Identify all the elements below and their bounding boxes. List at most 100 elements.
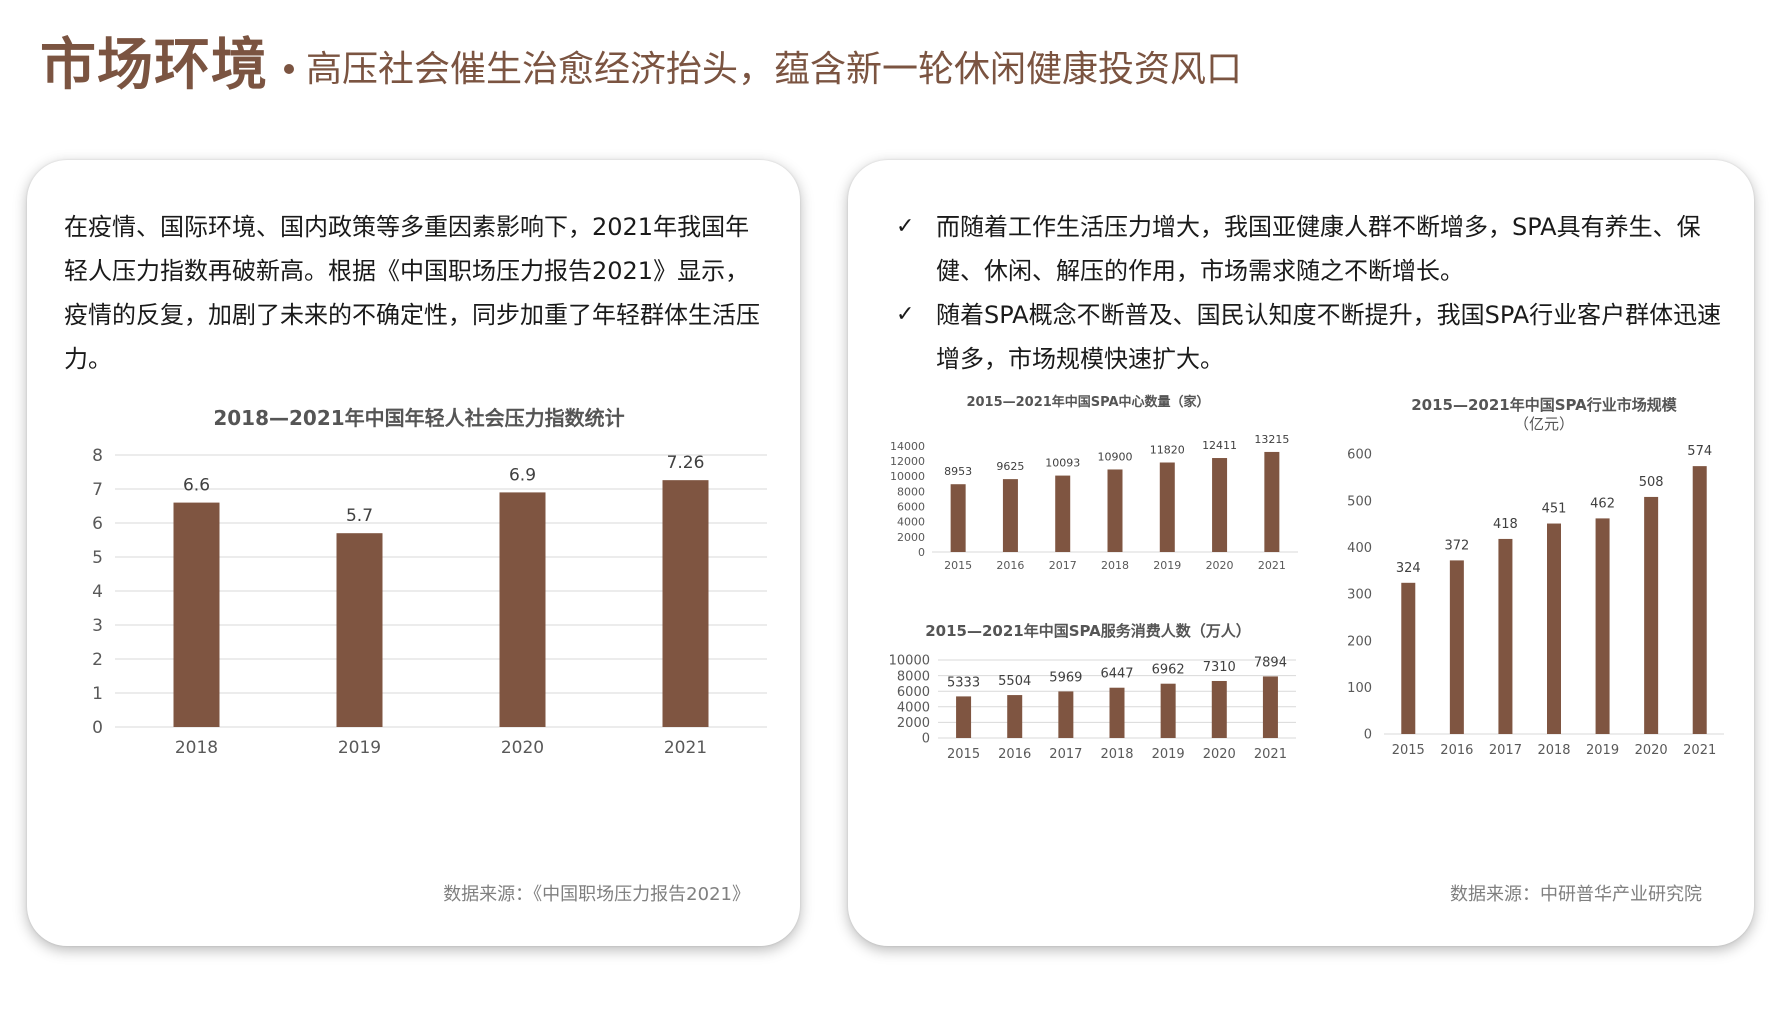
x-tick-label: 2018 [175, 738, 218, 758]
x-tick-label: 2017 [1049, 559, 1077, 572]
x-tick-label: 2019 [1152, 747, 1185, 762]
check-icon: ✓ [896, 302, 915, 327]
y-tick-label: 8000 [897, 669, 930, 684]
spa-centers-chart: 2015—2021年中国SPA中心数量（家） 0 2000 4000 6000 8000 1… [890, 394, 1298, 572]
data-label: 5504 [998, 674, 1031, 689]
right-bullet-list: ✓ 而随着工作生活压力增大，我国亚健康人群不断增多，SPA具有养生、保健、休闲、… [896, 205, 1726, 381]
bar [1212, 458, 1228, 552]
y-tick-label: 1 [92, 684, 103, 704]
x-tick-label: 2018 [1101, 559, 1129, 572]
data-label: 8953 [944, 465, 972, 478]
bar [1692, 466, 1707, 734]
bar [1002, 479, 1018, 552]
data-label: 9625 [996, 460, 1024, 473]
bar [1109, 687, 1125, 738]
x-tick-label: 2015 [947, 747, 980, 762]
x-tick-label: 2018 [1100, 747, 1133, 762]
chart-subtitle: （亿元） [1514, 415, 1574, 433]
y-tick-label: 10000 [890, 470, 925, 483]
page-subtitle: 高压社会催生治愈经济抬头，蕴含新一轮休闲健康投资风口 [306, 49, 1243, 90]
y-tick-label: 10000 [889, 654, 930, 669]
data-label: 13215 [1254, 433, 1289, 446]
data-label: 6962 [1152, 663, 1185, 678]
data-label: 10093 [1045, 457, 1080, 470]
bar [173, 502, 220, 727]
bar [1498, 538, 1513, 734]
y-tick-label: 2 [92, 650, 103, 670]
data-label: 7310 [1203, 660, 1236, 675]
y-tick-label: 6000 [897, 685, 930, 700]
bar [1595, 518, 1610, 734]
left-panel: 在疫情、国际环境、国内政策等多重因素影响下，2021年我国年轻人压力指数再破新高… [27, 160, 800, 946]
x-tick-label: 2015 [944, 559, 972, 572]
data-label: 5.7 [346, 506, 373, 526]
y-tick-label: 0 [92, 718, 103, 738]
chart-title: 2015—2021年中国SPA行业市场规模 [1411, 396, 1678, 414]
y-tick-label: 14000 [890, 440, 925, 453]
x-tick-label: 2016 [1440, 743, 1473, 758]
bar [1449, 560, 1464, 734]
x-tick-label: 2020 [1203, 747, 1236, 762]
y-tick-label: 4000 [897, 516, 925, 529]
x-tick-label: 2019 [338, 738, 381, 758]
bar [499, 492, 546, 727]
bar [1007, 695, 1023, 738]
data-label: 418 [1493, 517, 1518, 532]
data-label: 12411 [1202, 439, 1237, 452]
y-tick-label: 300 [1347, 588, 1372, 603]
chart-title: 2015—2021年中国SPA服务消费人数（万人） [925, 622, 1251, 640]
bar [1159, 462, 1175, 552]
data-label: 7.26 [667, 453, 705, 473]
y-tick-label: 200 [1347, 634, 1372, 649]
y-tick-label: 7 [92, 480, 103, 500]
chart-title: 2015—2021年中国SPA中心数量（家） [966, 394, 1209, 410]
y-tick-label: 0 [1364, 728, 1372, 743]
data-label: 11820 [1150, 444, 1185, 457]
bar [1160, 683, 1176, 738]
y-tick-label: 6000 [897, 501, 925, 514]
bar [1211, 680, 1227, 738]
x-tick-label: 2021 [664, 738, 707, 758]
bullet-item: ✓ 而随着工作生活压力增大，我国亚健康人群不断增多，SPA具有养生、保健、休闲、… [896, 205, 1726, 293]
x-tick-label: 2020 [1206, 559, 1234, 572]
y-tick-label: 0 [918, 546, 925, 559]
pressure-index-chart: 2018—2021年中国年轻人社会压力指数统计 0 1 2 3 4 5 6 7 8 6.6 2018 5… [92, 406, 767, 758]
y-tick-label: 4000 [897, 700, 930, 715]
bar [956, 696, 972, 738]
y-tick-label: 8000 [897, 485, 925, 498]
right-panel: ✓ 而随着工作生活压力增大，我国亚健康人群不断增多，SPA具有养生、保健、休闲、… [848, 160, 1754, 946]
y-tick-label: 2000 [897, 531, 925, 544]
bar [1107, 469, 1123, 552]
y-tick-label: 6 [92, 514, 103, 534]
data-label: 372 [1444, 538, 1469, 553]
y-tick-label: 8 [92, 446, 103, 466]
page-header: 市场环境 高压社会催生治愈经济抬头，蕴含新一轮休闲健康投资风口 [40, 38, 1242, 94]
y-tick-label: 600 [1347, 448, 1372, 463]
bar [662, 480, 709, 727]
left-paragraph: 在疫情、国际环境、国内政策等多重因素影响下，2021年我国年轻人压力指数再破新高… [64, 213, 760, 373]
bar [1401, 582, 1416, 734]
y-tick-label: 500 [1347, 494, 1372, 509]
y-tick-label: 3 [92, 616, 103, 636]
data-label: 324 [1396, 561, 1421, 576]
left-source-note: 数据来源：《中国职场压力报告2021》 [443, 884, 750, 905]
y-tick-label: 400 [1347, 541, 1372, 556]
data-label: 6.9 [509, 465, 536, 485]
x-tick-label: 2021 [1254, 747, 1287, 762]
bar [950, 484, 966, 552]
x-tick-label: 2015 [1392, 743, 1425, 758]
data-label: 508 [1639, 475, 1664, 490]
check-icon: ✓ [896, 214, 915, 239]
data-label: 6.6 [183, 476, 210, 496]
bullet-item: ✓ 随着SPA概念不断普及、国民认知度不断提升，我国SPA行业客户群体迅速增多，… [896, 293, 1726, 381]
x-tick-label: 2019 [1153, 559, 1181, 572]
y-tick-label: 12000 [890, 455, 925, 468]
bullet-text: 随着SPA概念不断普及、国民认知度不断提升，我国SPA行业客户群体迅速增多，市场… [936, 301, 1722, 373]
title-separator-dot [284, 64, 294, 74]
x-tick-label: 2016 [996, 559, 1024, 572]
y-tick-label: 4 [92, 582, 103, 602]
bar [1264, 451, 1280, 552]
data-label: 5969 [1049, 670, 1082, 685]
data-label: 10900 [1098, 450, 1133, 463]
data-label: 7894 [1254, 655, 1287, 670]
